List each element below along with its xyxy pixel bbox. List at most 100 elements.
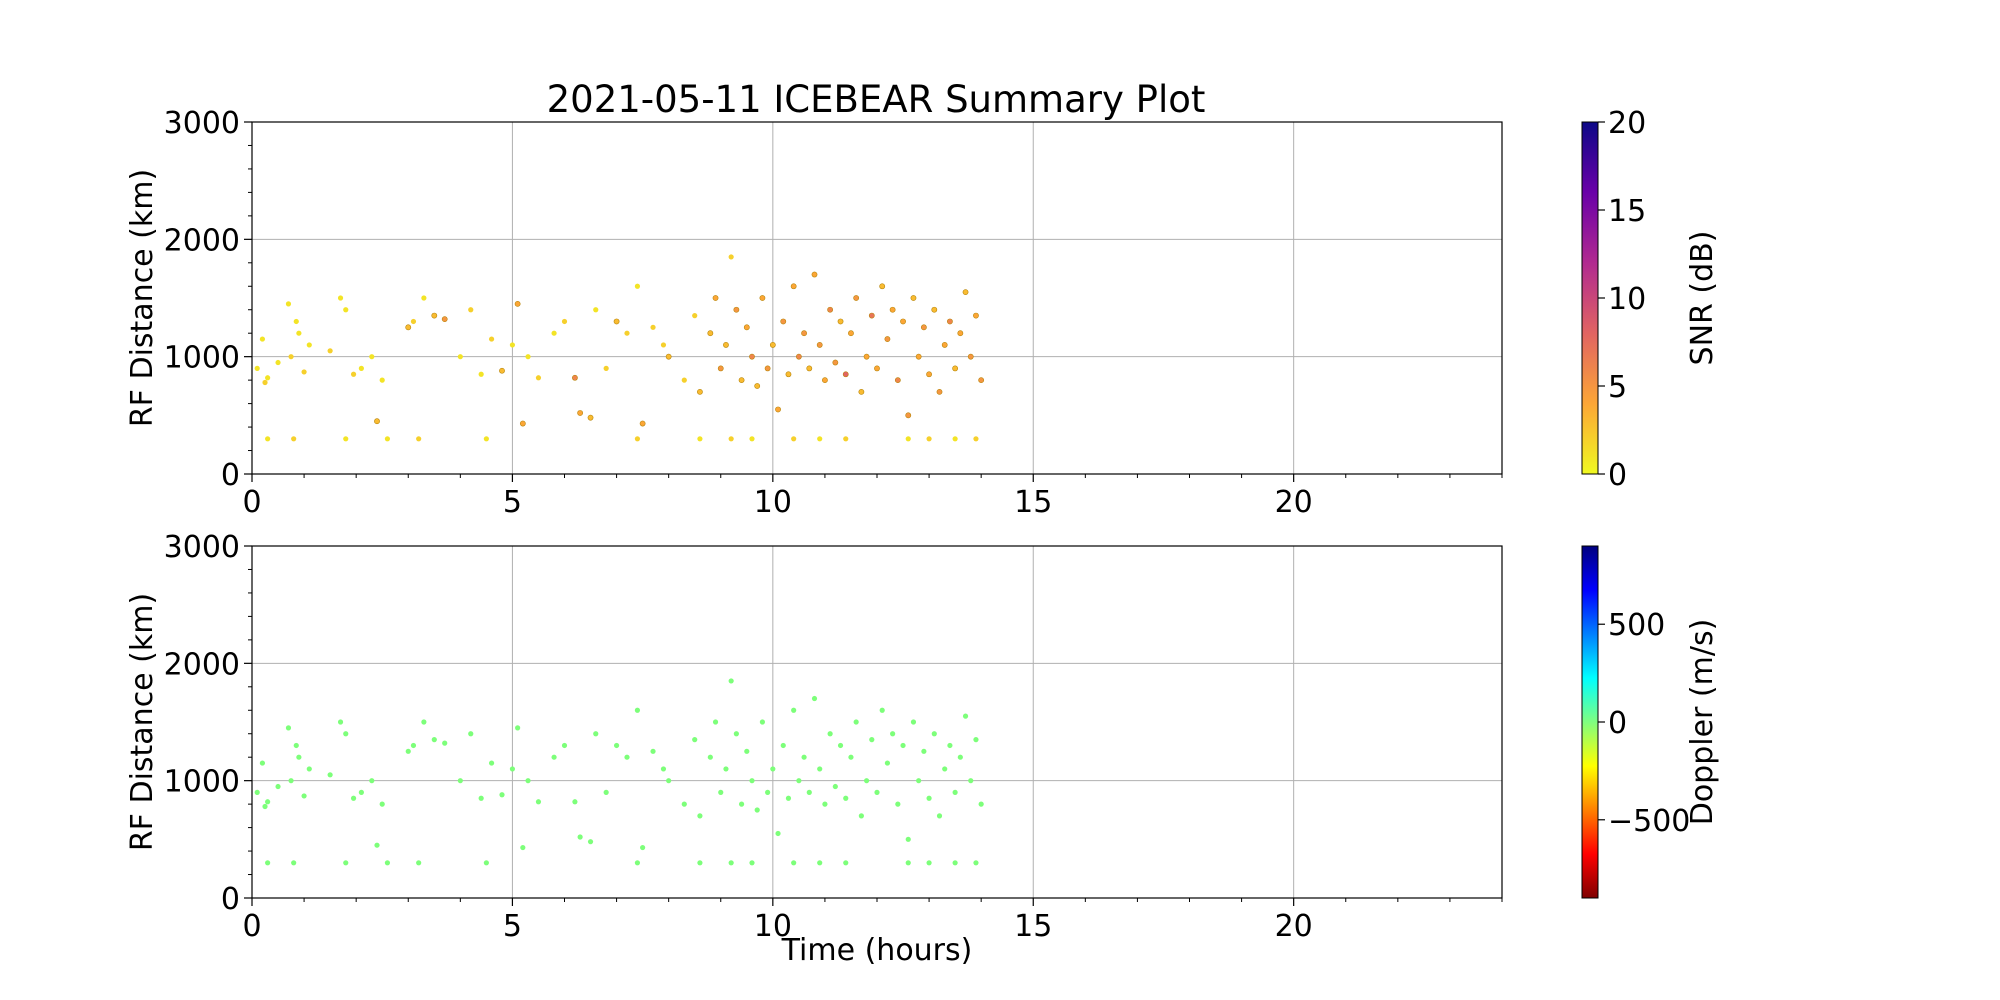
data-point — [791, 860, 797, 866]
data-point — [843, 436, 849, 442]
data-point — [515, 725, 521, 731]
colorbar-tick-label: −500 — [1608, 804, 1690, 839]
data-point — [488, 336, 495, 342]
data-point — [634, 707, 641, 713]
data-point — [293, 742, 299, 749]
x-tick-label: 0 — [242, 909, 261, 944]
data-point — [728, 860, 734, 866]
y-tick-label: 2000 — [164, 223, 240, 258]
y-axis-label: RF Distance (km) — [125, 169, 160, 427]
data-point — [733, 731, 739, 737]
data-point — [634, 860, 641, 866]
data-point — [306, 342, 312, 348]
data-point — [634, 283, 641, 289]
data-point — [718, 789, 724, 796]
data-point — [441, 316, 448, 323]
colorbar-tick-label: 0 — [1608, 458, 1627, 493]
data-point — [775, 406, 781, 413]
data-point — [499, 367, 505, 374]
data-point — [488, 760, 495, 766]
colorbar-tick-label: 0 — [1608, 706, 1627, 741]
data-point — [848, 754, 854, 760]
x-tick-label: 0 — [242, 485, 261, 520]
data-point — [697, 436, 703, 442]
data-point — [842, 371, 849, 378]
data-point — [874, 365, 880, 372]
data-point — [291, 860, 297, 866]
data-point — [285, 301, 292, 307]
data-point — [900, 318, 906, 325]
data-point — [416, 860, 422, 866]
data-point — [863, 353, 870, 360]
data-point — [613, 742, 620, 749]
data-point — [421, 295, 427, 301]
data-point — [717, 365, 724, 372]
data-point — [650, 748, 656, 754]
data-point — [551, 330, 557, 336]
data-point — [785, 795, 792, 801]
data-point — [733, 306, 740, 313]
data-point — [254, 365, 260, 371]
data-point — [593, 731, 599, 737]
data-point — [259, 336, 266, 342]
y-tick-label: 0 — [221, 458, 240, 493]
data-point — [519, 420, 526, 427]
data-point — [337, 719, 344, 725]
data-point — [853, 719, 859, 725]
data-point — [947, 318, 953, 325]
y-tick-label: 0 — [221, 882, 240, 917]
data-point — [457, 354, 463, 360]
colorbar-tick-label: 20 — [1608, 106, 1646, 141]
data-point — [431, 737, 437, 743]
data-point — [603, 365, 609, 371]
data-point — [660, 342, 667, 348]
data-point — [265, 860, 271, 866]
x-tick-label: 5 — [503, 485, 522, 520]
data-point — [879, 283, 886, 290]
data-point — [754, 807, 760, 813]
data-point — [327, 348, 333, 354]
data-point — [265, 436, 271, 442]
data-point — [957, 330, 964, 337]
data-point — [780, 318, 787, 325]
data-point — [843, 795, 849, 801]
colorbar-tick-label: 500 — [1608, 608, 1665, 643]
data-point — [379, 801, 385, 807]
data-point — [827, 731, 833, 737]
data-point — [666, 778, 672, 784]
data-point — [410, 742, 417, 749]
data-point — [952, 860, 958, 866]
data-point — [801, 754, 807, 760]
data-point — [869, 737, 875, 743]
data-point — [837, 742, 844, 749]
data-point — [916, 778, 922, 784]
data-point — [262, 803, 268, 810]
data-point — [905, 436, 911, 442]
colorbar-tick-label: 15 — [1608, 194, 1646, 229]
y-tick-label: 1000 — [164, 765, 240, 800]
data-point — [285, 725, 292, 731]
data-point — [806, 789, 812, 796]
data-point — [384, 860, 391, 866]
colorbar — [1581, 121, 1599, 475]
data-point — [884, 336, 891, 342]
data-point — [343, 436, 349, 442]
data-point — [509, 766, 516, 772]
data-point — [478, 795, 484, 801]
plot-area — [252, 546, 1502, 898]
data-point — [822, 377, 828, 384]
data-point — [551, 754, 557, 760]
data-point — [288, 354, 294, 360]
y-tick-label: 2000 — [164, 647, 240, 682]
data-point — [442, 740, 448, 746]
data-point — [895, 801, 901, 807]
data-point — [738, 377, 745, 384]
data-point — [749, 353, 755, 360]
data-point — [764, 365, 771, 372]
data-point — [749, 778, 755, 784]
data-points — [254, 678, 984, 866]
data-point — [291, 436, 297, 442]
data-point — [738, 801, 745, 807]
data-point — [639, 420, 646, 427]
